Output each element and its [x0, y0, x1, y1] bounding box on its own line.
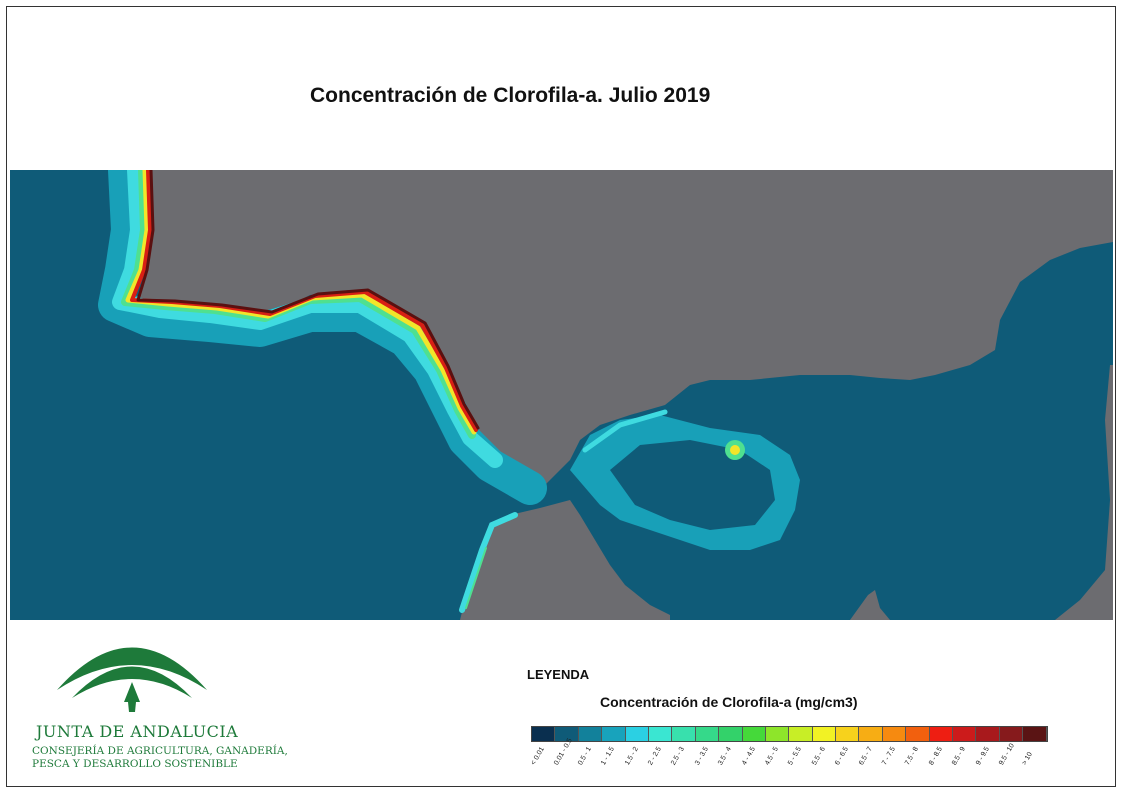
african-coast-band — [459, 512, 518, 613]
legend-swatch — [859, 727, 883, 741]
legend-heading: LEYENDA — [527, 667, 590, 682]
legend-swatch — [719, 727, 743, 741]
land-east-strip — [1055, 365, 1113, 620]
legend-label: 4.5 - 5 — [764, 745, 780, 767]
alboran-bright — [582, 409, 668, 453]
map-title: Concentración de Clorofila-a. Julio 2019 — [310, 84, 711, 107]
legend-color-bar — [531, 726, 1048, 742]
coastal-dark-band — [136, 170, 480, 430]
legend-label: 4 - 4.5 — [740, 745, 757, 767]
legend-label: 8 - 8.5 — [927, 745, 944, 767]
land-africa-east — [850, 590, 890, 620]
legend-swatch — [672, 727, 696, 741]
legend-label: 2 - 2.5 — [647, 745, 663, 767]
legend-swatch — [532, 727, 556, 741]
legend-label: < 0.01 — [530, 746, 546, 767]
legend-swatch — [555, 727, 579, 741]
legend-label: 1 - 1.5 — [600, 745, 617, 767]
legend-label: 6 - 6.5 — [834, 745, 851, 767]
alboran-hotspot-core — [730, 445, 740, 455]
legend-label: 2.5 - 3 — [670, 745, 687, 767]
land-africa — [460, 500, 670, 620]
logo-subtitle-line1: CONSEJERÍA DE AGRICULTURA, GANADERÍA, — [32, 745, 288, 757]
legend-label: 7.5 - 8 — [904, 745, 921, 767]
legend-swatch — [882, 727, 907, 741]
logo-arcs-icon — [57, 647, 207, 712]
legend-label: 9 - 9.5 — [974, 745, 991, 767]
legend-label: 7 - 7.5 — [881, 745, 897, 767]
legend-label: 6.5 - 7 — [857, 745, 874, 767]
legend-swatch — [789, 727, 813, 741]
legend-swatch — [999, 727, 1024, 741]
logo-subtitle-line2: PESCA Y DESARROLLO SOSTENIBLE — [32, 758, 238, 770]
land-iberia — [140, 170, 1113, 485]
legend-label: 1.5 - 2 — [623, 745, 640, 767]
legend-label: 3.5 - 4 — [717, 745, 734, 767]
legend-swatch — [812, 727, 837, 741]
legend-swatch — [929, 727, 954, 741]
legend-title: Concentración de Clorofila-a (mg/cm3) — [600, 694, 858, 710]
legend-swatch — [648, 727, 673, 741]
legend-label: 0.5 - 1 — [576, 745, 593, 767]
legend-swatch — [695, 727, 720, 741]
legend-swatch — [1023, 727, 1047, 741]
legend-swatch — [836, 727, 860, 741]
legend-swatch — [765, 727, 790, 741]
legend-swatch — [742, 727, 766, 741]
legend-swatch — [906, 727, 930, 741]
legend-label: 8.5 - 9 — [951, 745, 968, 767]
legend-label: 5.5 - 6 — [810, 745, 827, 767]
legend-label: 3 - 3.5 — [693, 745, 710, 767]
logo-name: JUNTA DE ANDALUCIA — [36, 722, 239, 741]
junta-andalucia-logo: JUNTA DE ANDALUCIA CONSEJERÍA DE AGRICUL… — [30, 630, 288, 780]
legend-swatch — [953, 727, 977, 741]
legend-swatch — [976, 727, 1000, 741]
legend-label: > 10 — [1021, 751, 1035, 767]
legend-label: 9.5 - 10 — [998, 742, 1016, 767]
chlorophyll-map — [10, 170, 1113, 620]
coastal-yellow-band — [125, 170, 477, 435]
legend-label: 5 - 5.5 — [787, 745, 804, 767]
coastal-red-band — [130, 170, 478, 432]
legend-swatch — [625, 727, 649, 741]
legend-swatch — [602, 727, 626, 741]
legend-swatch — [578, 727, 603, 741]
african-coast-green — [465, 547, 487, 609]
alboran-inner — [610, 440, 775, 530]
